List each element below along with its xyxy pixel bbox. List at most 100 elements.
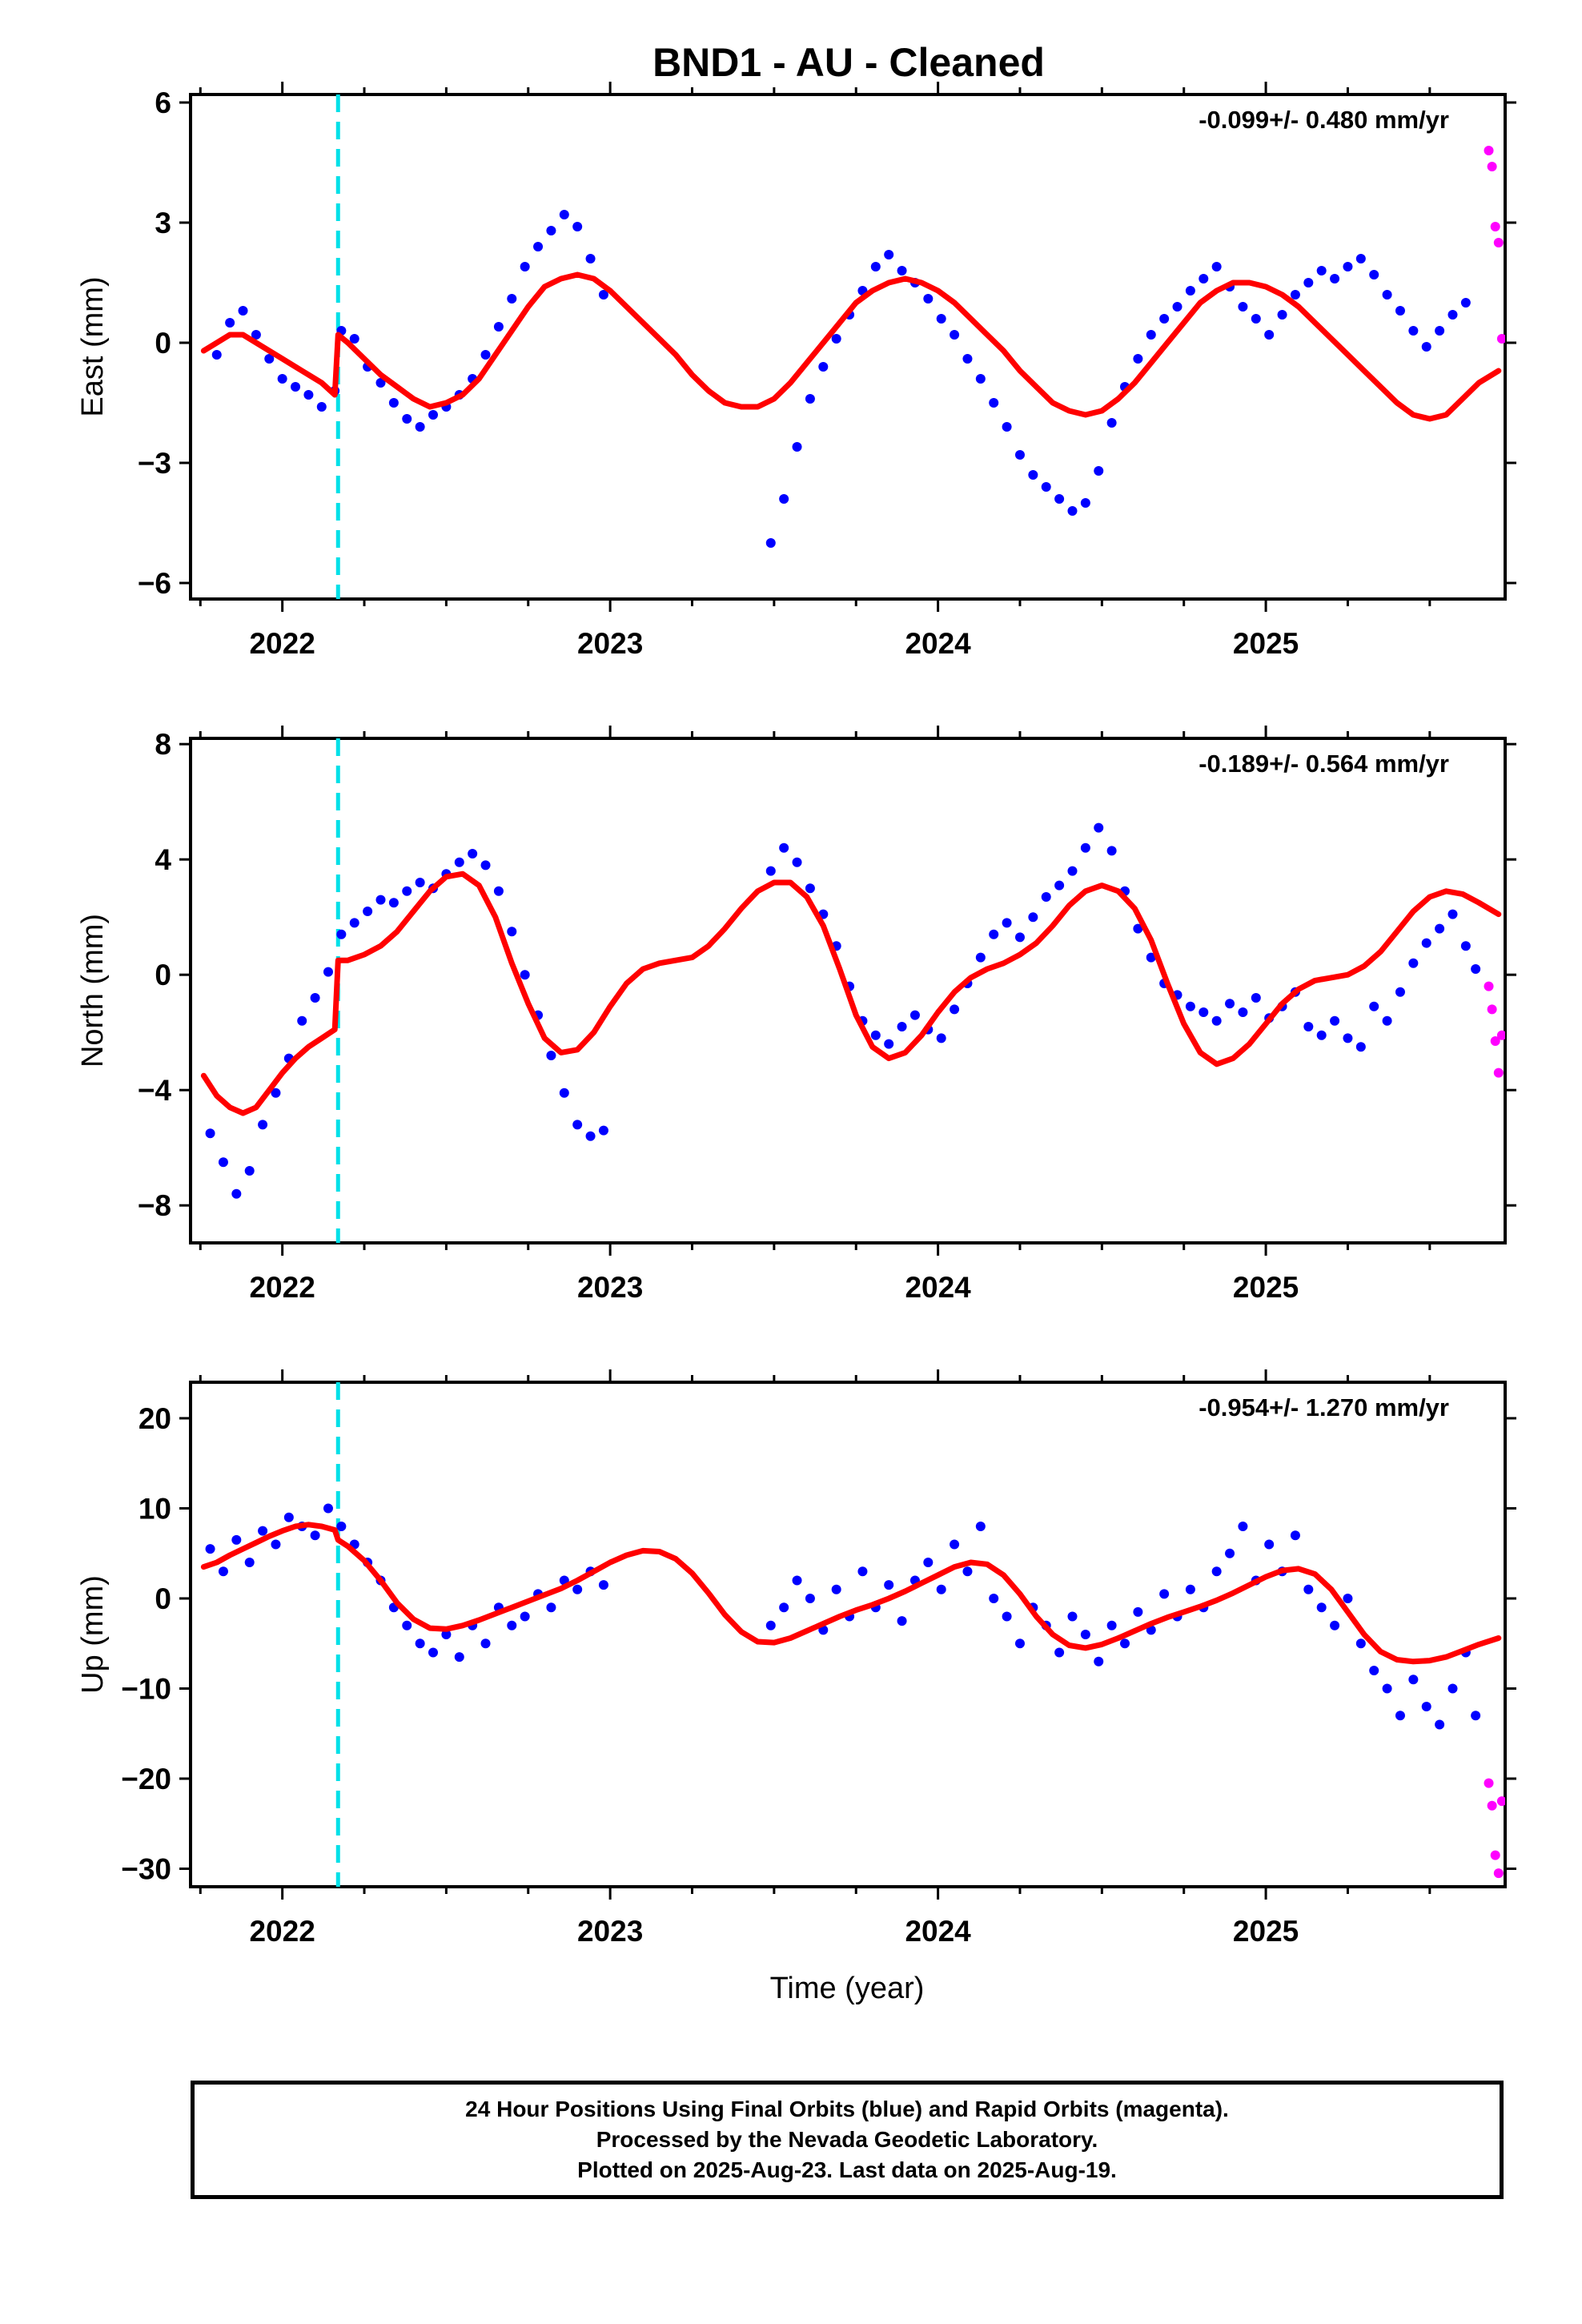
- final-orbit-point: [1028, 912, 1038, 923]
- y-axis-label: North (mm): [76, 914, 110, 1068]
- final-orbit-point: [1146, 330, 1156, 340]
- final-orbit-point: [546, 1602, 556, 1613]
- final-orbit-point: [831, 334, 841, 344]
- final-orbit-point: [897, 1022, 907, 1031]
- final-orbit-point: [1133, 1606, 1143, 1617]
- final-orbit-point: [211, 350, 222, 360]
- rapid-orbit-point: [1484, 1778, 1494, 1788]
- panel-1: 6 3 0 −3 −6 2022 2023 2024 2025 East (mm) -0.099+/…: [76, 82, 1516, 660]
- final-orbit-point: [1382, 290, 1392, 300]
- y-tick-label: 0: [155, 1582, 171, 1615]
- final-orbit-point: [598, 290, 608, 300]
- y-tick-label: 6: [155, 86, 171, 119]
- final-orbit-point: [1408, 958, 1419, 968]
- final-orbit-point: [1316, 1030, 1327, 1040]
- rate-annotation: -0.954+/- 1.270 mm/yr: [1199, 1393, 1449, 1421]
- rapid-orbit-point: [1484, 146, 1494, 155]
- footer-caption-box: 24 Hour Positions Using Final Orbits (bl…: [191, 2081, 1504, 2199]
- final-orbit-point: [533, 242, 544, 251]
- final-orbit-point: [277, 374, 287, 384]
- final-orbit-point: [1343, 262, 1353, 271]
- final-orbit-point: [1199, 274, 1209, 283]
- final-orbit-point: [415, 878, 425, 887]
- y-tick-label: 8: [155, 728, 171, 761]
- final-orbit-point: [1251, 314, 1261, 324]
- final-orbit-point: [779, 494, 789, 504]
- x-tick-label: 2022: [249, 627, 315, 660]
- final-orbit-point: [989, 398, 999, 408]
- rapid-orbit-point: [1484, 981, 1494, 991]
- final-orbit-point: [1408, 326, 1419, 336]
- final-orbit-point: [1303, 1584, 1314, 1594]
- final-orbit-point: [1238, 302, 1248, 312]
- final-orbit-point: [1067, 1611, 1078, 1622]
- final-orbit-point: [388, 898, 399, 908]
- x-tick-label: 2025: [1233, 1271, 1299, 1304]
- final-orbit-point: [310, 1530, 320, 1541]
- final-orbit-point: [1067, 506, 1078, 516]
- final-orbit-point: [936, 314, 946, 324]
- final-orbit-point: [1316, 266, 1327, 275]
- final-orbit-point: [572, 222, 583, 231]
- final-orbit-point: [1185, 1001, 1195, 1011]
- data-layer: [200, 738, 1505, 1243]
- y-tick-label: 3: [155, 207, 171, 239]
- final-orbit-point: [546, 226, 556, 235]
- final-orbit-point: [1146, 952, 1156, 963]
- final-orbit-point: [507, 294, 517, 304]
- footer-line-2: Processed by the Nevada Geodetic Laborat…: [596, 2127, 1098, 2152]
- final-orbit-point: [1447, 1683, 1458, 1694]
- x-axis-label: Time (year): [770, 1972, 925, 2005]
- final-orbit-point: [1238, 1522, 1248, 1531]
- final-orbit-point: [1106, 418, 1117, 428]
- final-orbit-point: [454, 1652, 464, 1663]
- final-orbit-point: [936, 1033, 946, 1043]
- final-orbit-point: [1471, 1711, 1481, 1721]
- final-orbit-point: [598, 1580, 608, 1590]
- final-orbit-point: [897, 266, 907, 275]
- final-orbit-point: [1330, 1015, 1340, 1026]
- x-tick-label: 2023: [577, 1271, 643, 1304]
- rapid-orbit-point: [1487, 1800, 1497, 1811]
- final-orbit-point: [1316, 1602, 1327, 1613]
- final-orbit-point: [805, 883, 815, 894]
- model-fit-line: [200, 1522, 1502, 1665]
- footer-line-1: 24 Hour Positions Using Final Orbits (bl…: [465, 2097, 1229, 2121]
- final-orbit-point: [870, 1030, 881, 1040]
- rapid-orbit-point: [1493, 238, 1504, 247]
- rapid-orbit-point: [1493, 1868, 1504, 1879]
- final-orbit-point: [950, 1004, 960, 1015]
- final-orbit-point: [585, 1131, 596, 1141]
- final-orbit-point: [1106, 846, 1117, 856]
- final-orbit-point: [1067, 866, 1078, 876]
- final-orbit-point: [1225, 999, 1235, 1009]
- final-orbit-point: [297, 1015, 307, 1026]
- final-orbit-point: [244, 1166, 255, 1176]
- final-orbit-point: [1355, 254, 1366, 263]
- final-orbit-point: [251, 330, 261, 340]
- final-orbit-point: [231, 1188, 242, 1199]
- final-orbit-point: [303, 390, 314, 400]
- final-orbit-point: [1290, 1530, 1300, 1541]
- y-tick-label: −10: [121, 1673, 171, 1706]
- final-orbit-point: [205, 1128, 215, 1139]
- final-orbit-point: [244, 1558, 255, 1567]
- final-orbit-point: [231, 1534, 242, 1545]
- final-orbit-point: [1355, 1638, 1366, 1649]
- final-orbit-point: [598, 1125, 608, 1136]
- final-orbit-point: [765, 538, 776, 548]
- final-orbit-point: [1395, 1711, 1405, 1721]
- panel-3: 20 10 0 −10 −20 −30 2022 2023 2024 2025 Up (mm) -0.…: [76, 1369, 1516, 1948]
- final-orbit-point: [258, 1120, 268, 1130]
- final-orbit-point: [950, 330, 960, 340]
- final-orbit-point: [1211, 1015, 1222, 1026]
- x-tick-label: 2025: [1233, 627, 1299, 660]
- final-orbit-point: [1185, 286, 1195, 296]
- final-orbit-point: [923, 1558, 934, 1567]
- final-orbit-point: [1435, 1719, 1445, 1730]
- y-axis-label: East (mm): [76, 276, 110, 416]
- final-orbit-point: [1133, 354, 1143, 364]
- final-orbit-point: [1355, 1042, 1366, 1052]
- final-orbit-point: [1014, 450, 1025, 460]
- final-orbit-point: [375, 378, 386, 388]
